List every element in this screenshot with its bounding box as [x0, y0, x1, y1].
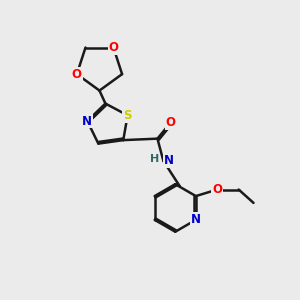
Text: O: O	[212, 183, 222, 196]
Text: S: S	[123, 109, 132, 122]
Text: N: N	[191, 213, 201, 226]
Text: O: O	[166, 116, 176, 129]
Text: O: O	[108, 41, 118, 54]
Text: N: N	[82, 115, 92, 128]
Text: N: N	[164, 154, 174, 167]
Text: H: H	[150, 154, 159, 164]
Text: O: O	[72, 68, 82, 81]
